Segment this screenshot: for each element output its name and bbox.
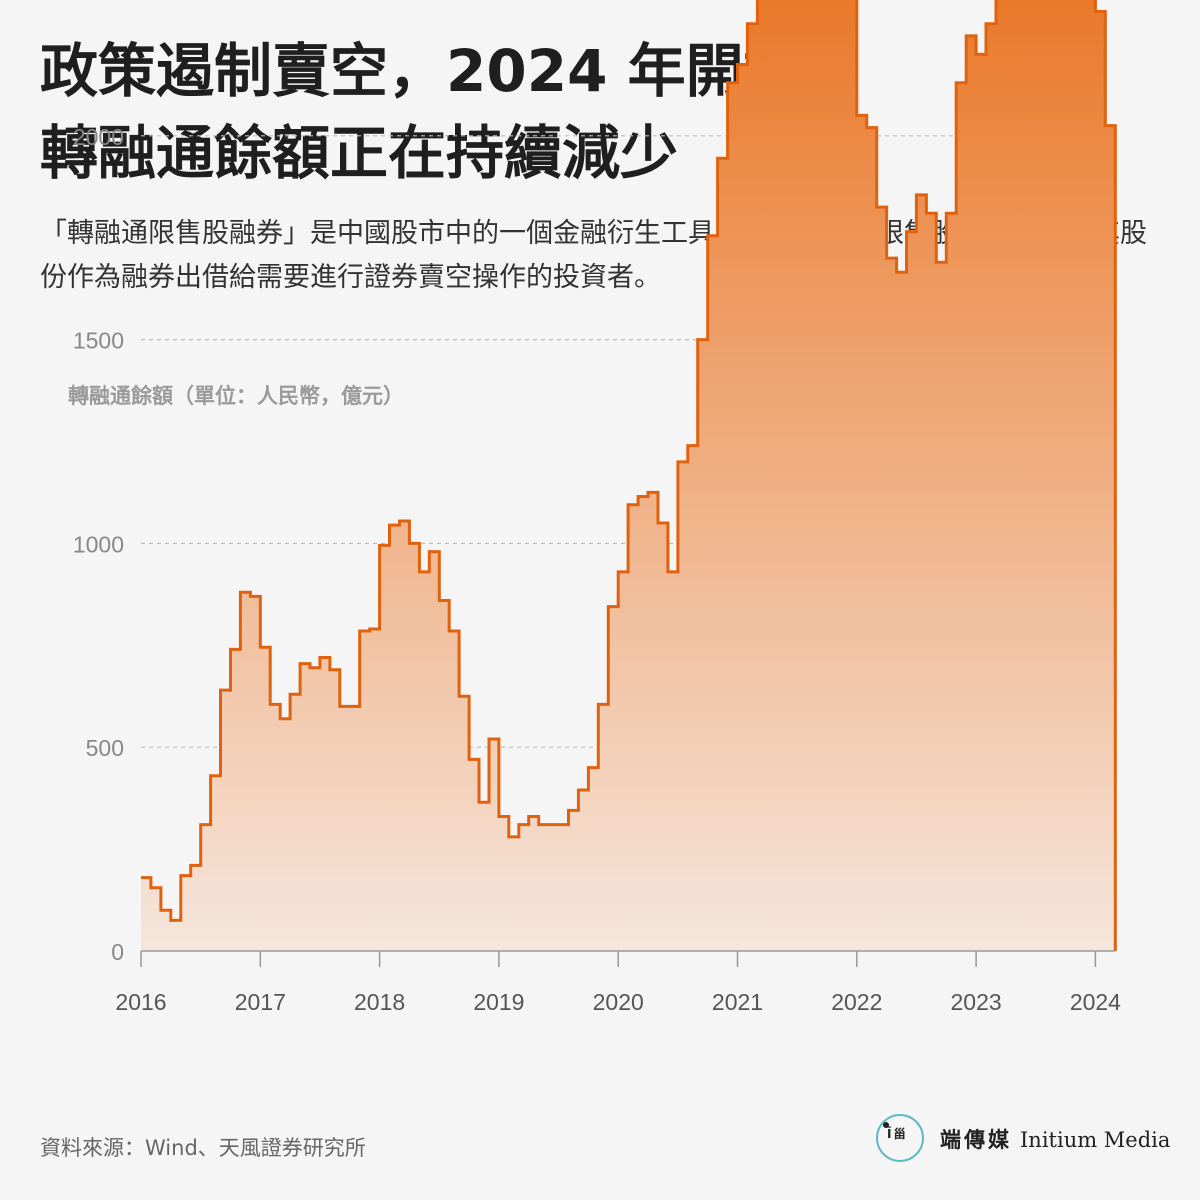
series-area — [141, 0, 1116, 951]
x-tick-label: 2018 — [354, 989, 405, 1015]
y-tick-label: 0 — [111, 939, 124, 965]
brand-name-cn: 端傳媒 — [940, 1127, 1012, 1152]
title-line-2: 轉融通餘額正在持續減少 — [40, 119, 679, 187]
x-tick-label: 2022 — [831, 989, 882, 1015]
y-tick-label: 1500 — [73, 328, 124, 354]
y-tick-label: 2000 — [73, 124, 124, 150]
brand-name: 端傳媒 Initium Media — [940, 1124, 1170, 1154]
source-note: 資料來源：Wind、天風證券研究所 — [40, 1136, 366, 1160]
x-tick-label: 2023 — [951, 989, 1002, 1015]
page-title: 政策遏制賣空，2024 年開始， 轉融通餘額正在持續減少 — [40, 30, 1160, 194]
x-tick-label: 2024 — [1070, 989, 1121, 1015]
series-line — [141, 0, 1117, 951]
x-tick-label: 2020 — [593, 989, 644, 1015]
x-ticks: 2016 2017 2018 2019 2020 2021 2022 2023 2024 — [115, 951, 1121, 1015]
title-line-1: 政策遏制賣空，2024 年開始， — [40, 37, 860, 105]
y-tick-labels: 05001000150020002500 — [73, 124, 124, 965]
x-tick-label: 2017 — [235, 989, 286, 1015]
y-tick-label: 1000 — [73, 531, 124, 557]
x-tick-label: 2021 — [712, 989, 763, 1015]
y-tick-label: 500 — [86, 735, 124, 761]
y-axis-label: 轉融通餘額（單位：人民幣，億元） — [68, 384, 404, 408]
logo-dot — [883, 1122, 889, 1128]
x-tick-label: 2016 — [115, 989, 166, 1015]
brand-name-en: Initium Media — [1020, 1128, 1171, 1152]
initium-logo-icon: Ī 甾 — [876, 1114, 924, 1162]
x-tick-label: 2019 — [473, 989, 524, 1015]
logo-glyph: Ī 甾 — [887, 1127, 906, 1141]
